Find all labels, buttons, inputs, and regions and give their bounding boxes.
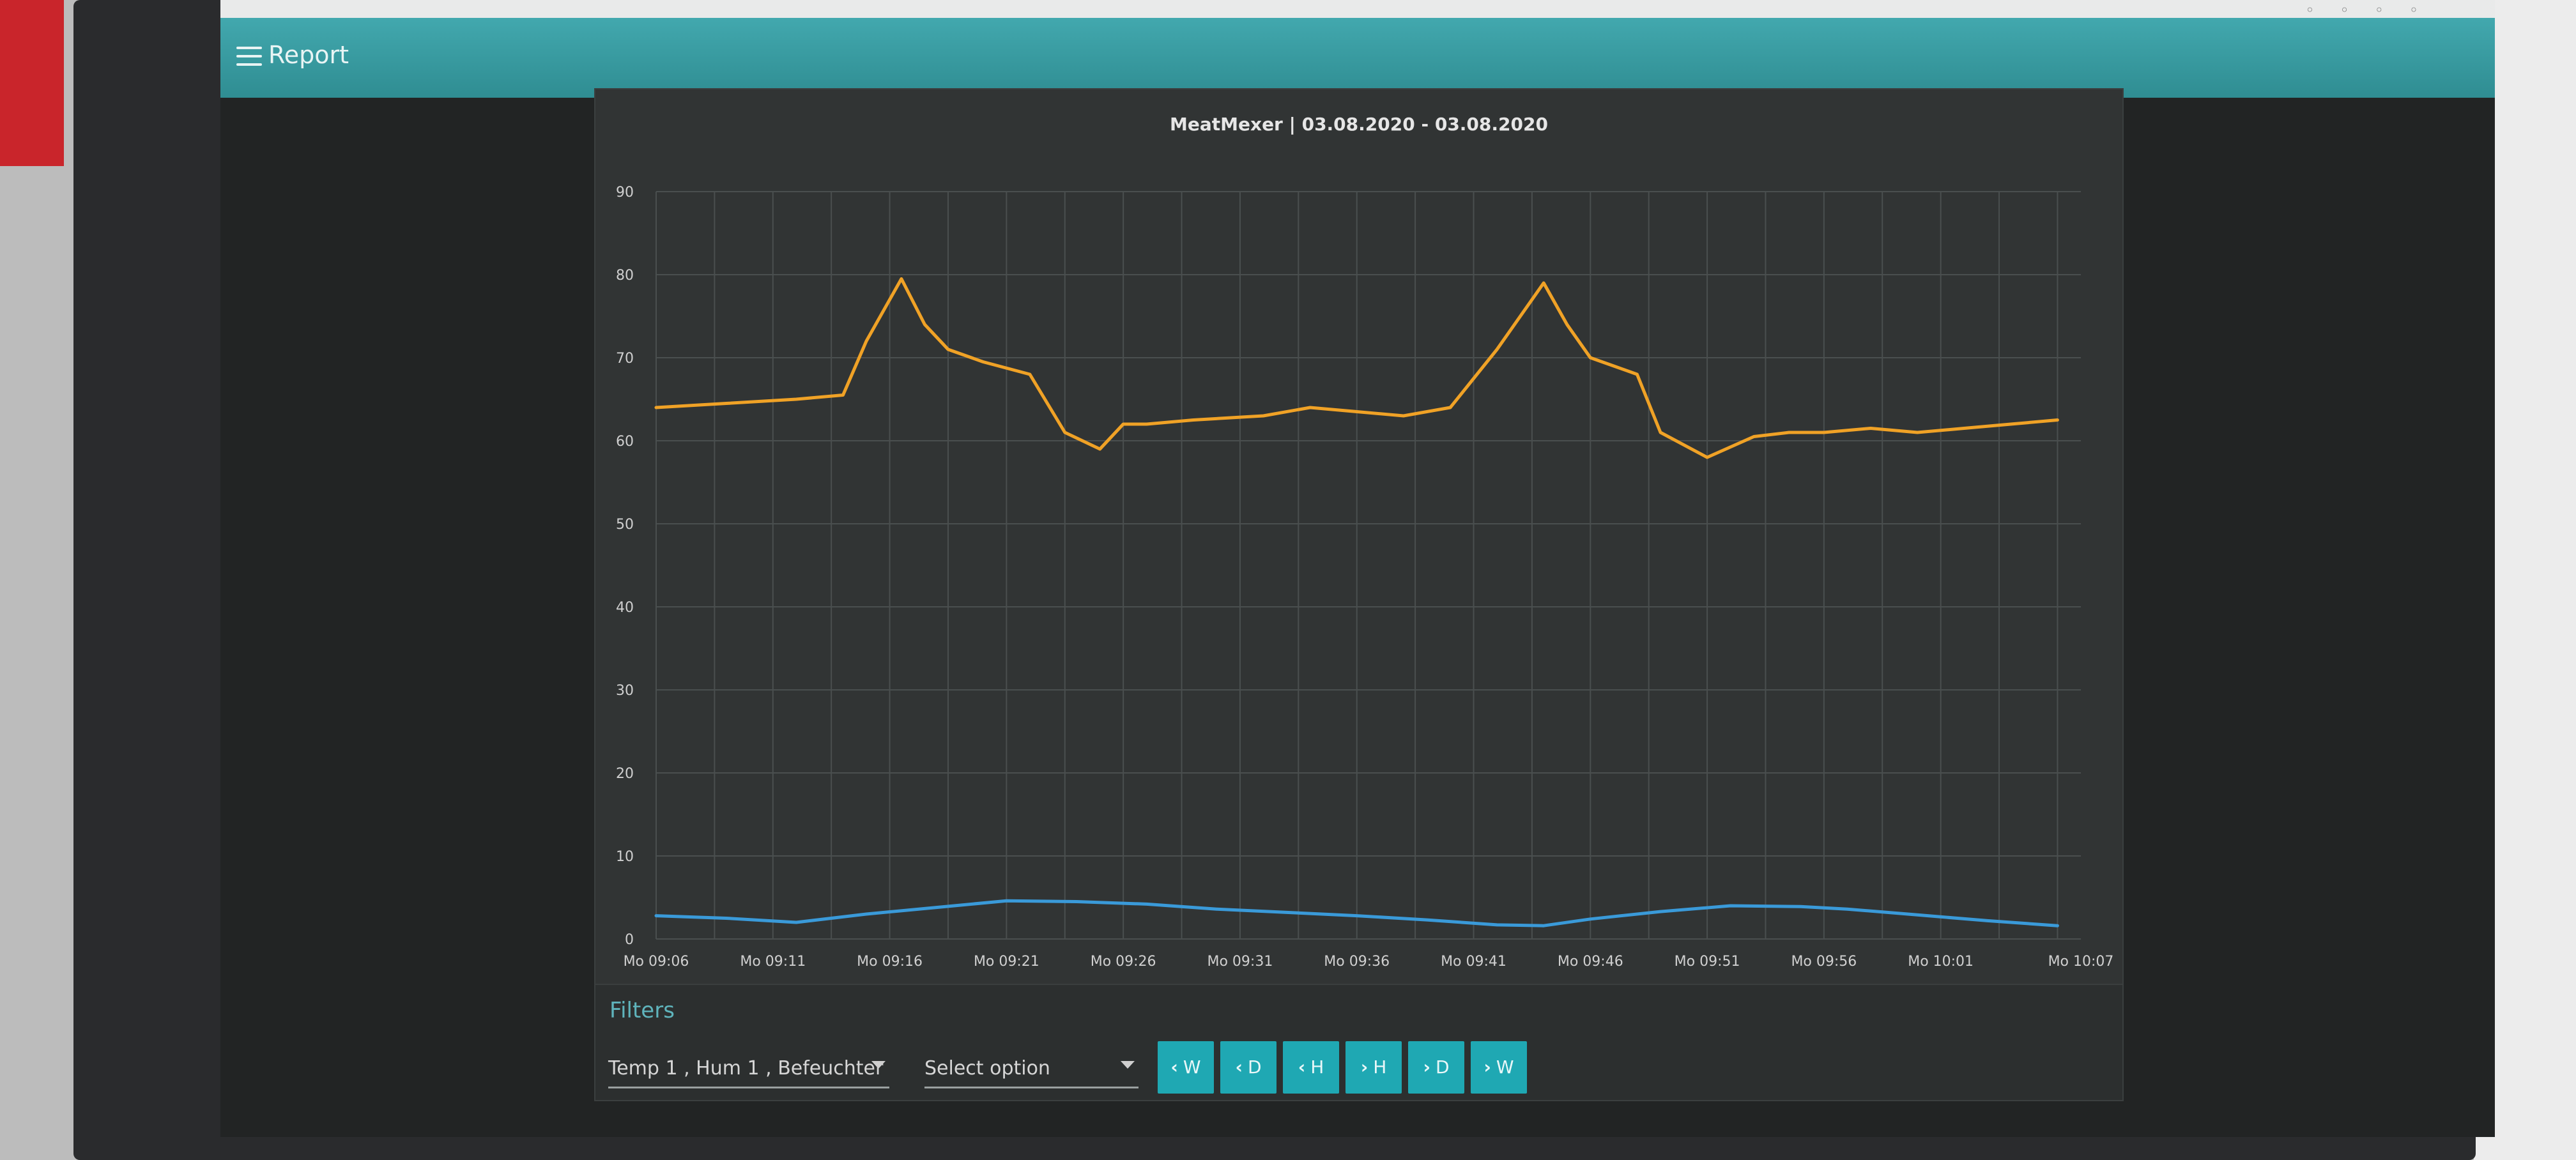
y-tick-label: 60 (616, 434, 634, 450)
option-select[interactable]: Select option (924, 1052, 1138, 1088)
series-line-0 (654, 277, 2059, 459)
prev-hour-button[interactable]: ‹ H (1283, 1041, 1339, 1094)
option-select-value: Select option (924, 1057, 1050, 1080)
series-line-1 (654, 899, 2059, 927)
x-tick-label: Mo 09:26 (1091, 954, 1156, 970)
caret-down-icon (871, 1061, 885, 1069)
button-label: D (1247, 1057, 1262, 1078)
browser-toolbar: ◦◦◦◦ (220, 0, 2495, 19)
x-tick-label: Mo 09:51 (1675, 954, 1740, 970)
chevron-right-icon: › (1483, 1057, 1491, 1078)
y-tick-label: 70 (616, 351, 634, 367)
sensor-select-value: Temp 1 , Hum 1 , Befeuchter (608, 1057, 884, 1080)
x-tick-label: Mo 09:41 (1441, 954, 1506, 970)
y-tick-label: 30 (616, 683, 634, 699)
x-tick-label: Mo 09:06 (624, 954, 689, 970)
x-tick-label: Mo 09:56 (1791, 954, 1857, 970)
y-tick-label: 50 (616, 517, 634, 533)
y-tick-label: 40 (616, 600, 634, 616)
chevron-right-icon: › (1423, 1057, 1430, 1078)
prev-day-button[interactable]: ‹ D (1220, 1041, 1276, 1094)
prev-week-button[interactable]: ‹ W (1158, 1041, 1214, 1094)
x-tick-label: Mo 10:01 (1908, 954, 1974, 970)
next-week-button[interactable]: › W (1471, 1041, 1527, 1094)
next-hour-button[interactable]: › H (1346, 1041, 1402, 1094)
screen: ◦◦◦◦ Report 0 10 20 30 40 50 60 70 80 90 Mo 09:06 M… (220, 0, 2495, 1137)
browser-icons: ◦◦◦◦ (2305, 1, 2444, 19)
y-tick-label: 90 (616, 185, 634, 201)
button-label: H (1373, 1057, 1387, 1078)
sensor-select[interactable]: Temp 1 , Hum 1 , Befeuchter (608, 1052, 889, 1088)
hamburger-menu-icon[interactable] (236, 47, 262, 66)
x-tick-label: Mo 09:11 (740, 954, 806, 970)
x-tick-label: Mo 09:21 (974, 954, 1039, 970)
x-tick-label: Mo 09:16 (857, 954, 923, 970)
caret-down-icon (1121, 1061, 1135, 1069)
y-tick-label: 20 (616, 766, 634, 782)
chart-card: 0 10 20 30 40 50 60 70 80 90 Mo 09:06 Mo 09:11 Mo 09… (594, 88, 2124, 985)
x-tick-label: Mo 09:31 (1208, 954, 1273, 970)
button-label: W (1496, 1057, 1514, 1078)
chevron-left-icon: ‹ (1170, 1057, 1178, 1078)
line-chart: 0 10 20 30 40 50 60 70 80 90 Mo 09:06 Mo 09:11 Mo 09… (616, 185, 2114, 970)
chevron-right-icon: › (1360, 1057, 1368, 1078)
x-tick-label: Mo 09:46 (1558, 954, 1623, 970)
y-tick-label: 10 (616, 849, 634, 865)
filters-label: Filters (610, 998, 675, 1023)
button-label: H (1310, 1057, 1324, 1078)
button-label: D (1435, 1057, 1450, 1078)
y-tick-label: 0 (625, 932, 634, 948)
y-tick-label: 80 (616, 268, 634, 284)
background-red-object (0, 0, 64, 166)
app-title: Report (268, 41, 349, 69)
chevron-left-icon: ‹ (1235, 1057, 1243, 1078)
next-day-button[interactable]: › D (1408, 1041, 1464, 1094)
filters-panel: Filters Temp 1 , Hum 1 , Befeuchter Sele… (594, 984, 2124, 1101)
x-tick-label: Mo 09:36 (1324, 954, 1390, 970)
laptop-bezel: ◦◦◦◦ Report 0 10 20 30 40 50 60 70 80 90 Mo 09:06 M… (73, 0, 2495, 1160)
button-label: W (1183, 1057, 1201, 1078)
chevron-left-icon: ‹ (1298, 1057, 1306, 1078)
x-tick-label: Mo 10:07 (2048, 954, 2114, 970)
app-bar: Report (220, 18, 2495, 98)
chart-title: MeatMexer | 03.08.2020 - 03.08.2020 (1170, 114, 1548, 135)
